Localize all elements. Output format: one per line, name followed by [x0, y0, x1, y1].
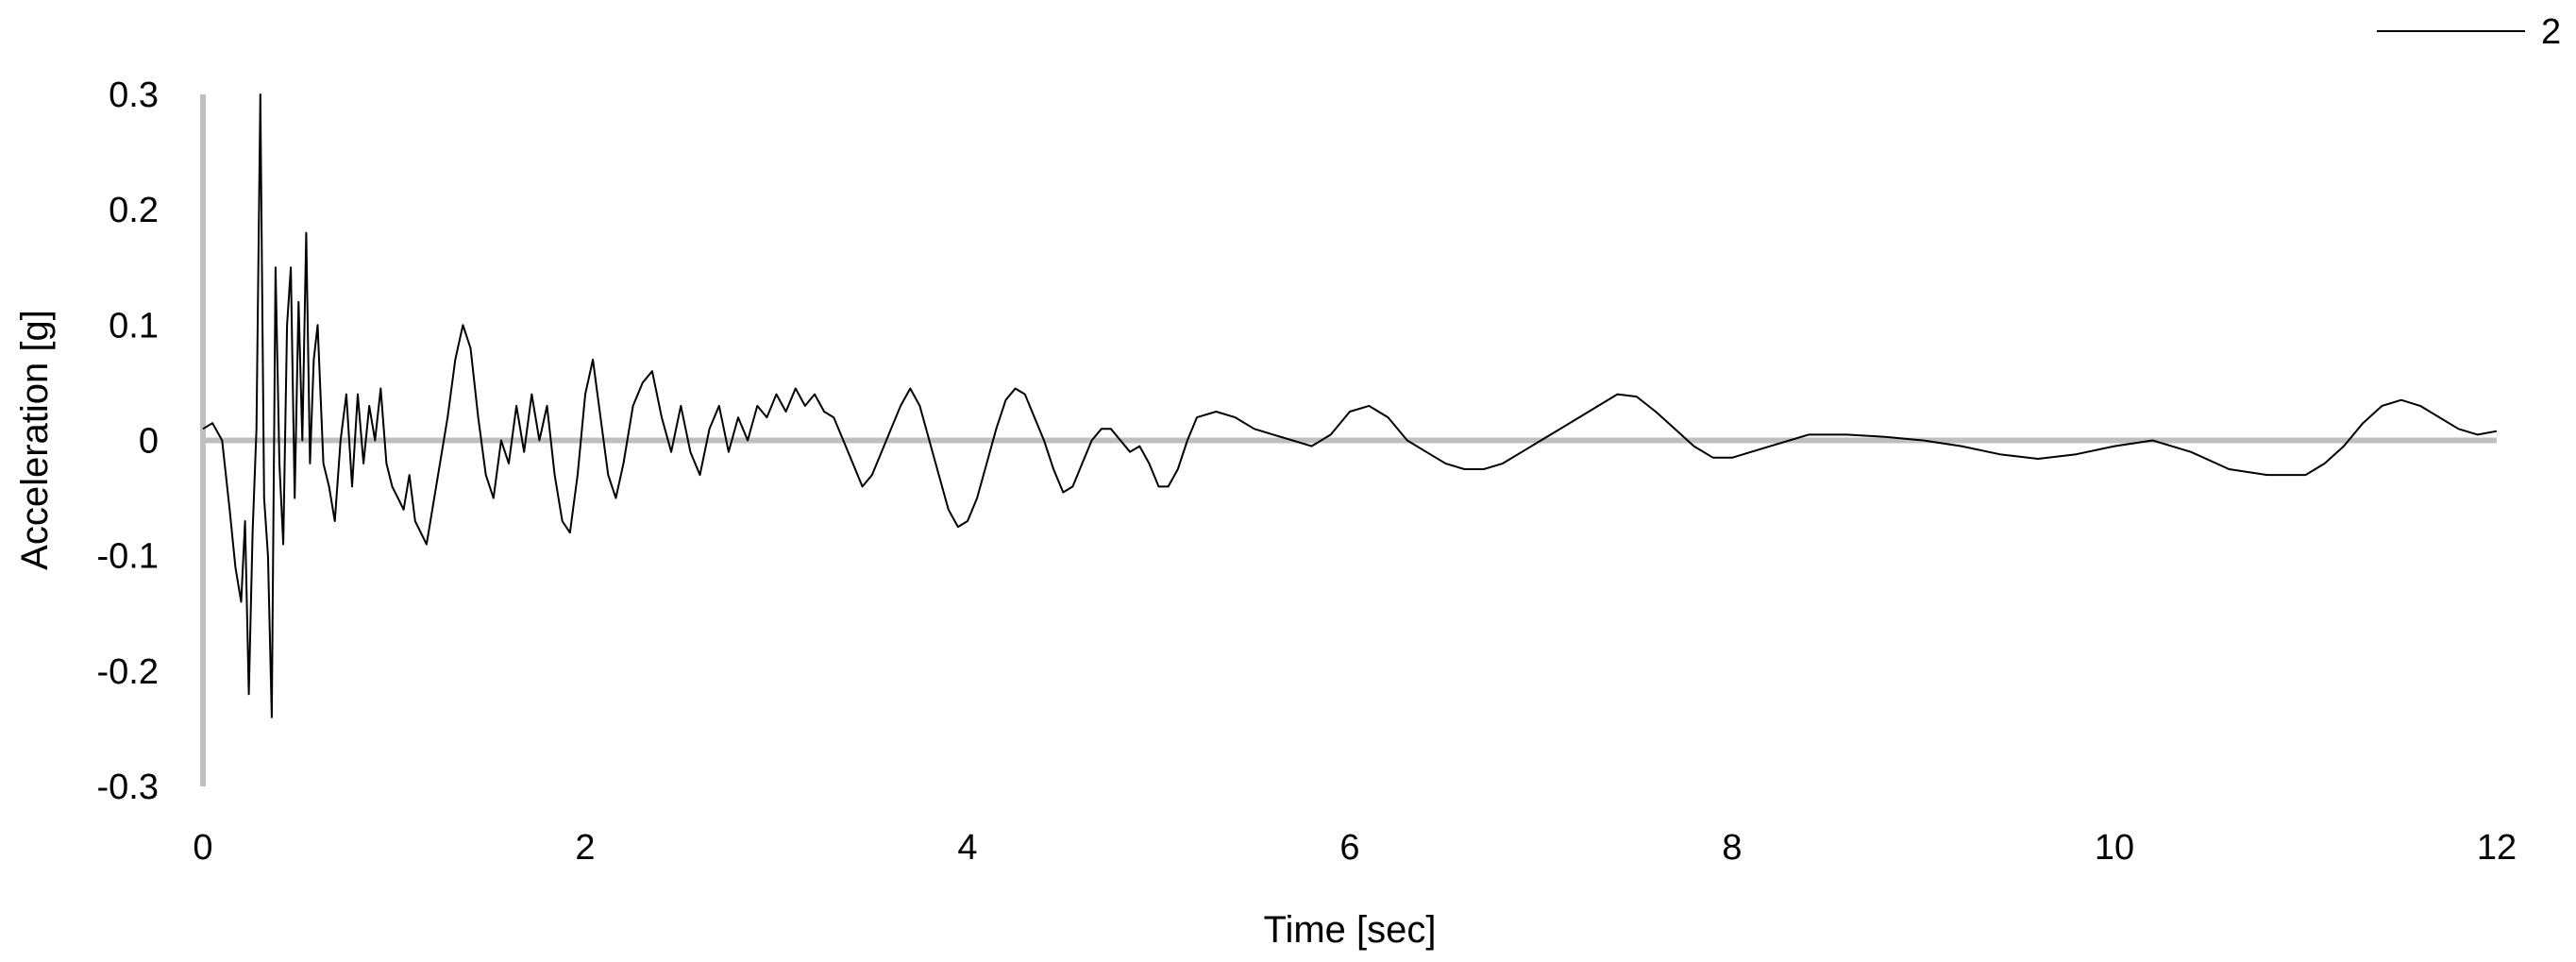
x-tick-label: 6: [1339, 828, 1359, 868]
axes-group: [200, 94, 2497, 786]
y-tick-label: 0.2: [109, 191, 159, 230]
x-tick-label: 0: [193, 828, 212, 868]
y-axis-title: Acceleration [g]: [14, 310, 56, 570]
series-line-2: [202, 93, 2498, 718]
y-tick-label: -0.3: [97, 768, 159, 807]
y-tick-label: -0.2: [97, 652, 159, 692]
x-tick-label: 8: [1722, 828, 1742, 868]
x-tick-labels: 0 2 4 6 8 10 12: [193, 828, 2517, 868]
x-tick-label: 2: [575, 828, 595, 868]
x-tick-label: 10: [2095, 828, 2134, 868]
x-axis-title: Time [sec]: [1264, 909, 1437, 951]
series-group: [202, 93, 2498, 718]
y-tick-label: 0.3: [109, 76, 159, 115]
y-tick-label: 0: [139, 422, 159, 462]
legend-label: 2: [2541, 12, 2561, 52]
legend: 2: [2377, 12, 2561, 52]
x-tick-label: 4: [957, 828, 977, 868]
y-tick-label: 0.1: [109, 306, 159, 346]
y-tick-label: -0.1: [97, 537, 159, 577]
x-tick-label: 12: [2477, 828, 2517, 868]
y-tick-labels: 0.3 0.2 0.1 0 -0.1 -0.2 -0.3: [97, 76, 159, 807]
